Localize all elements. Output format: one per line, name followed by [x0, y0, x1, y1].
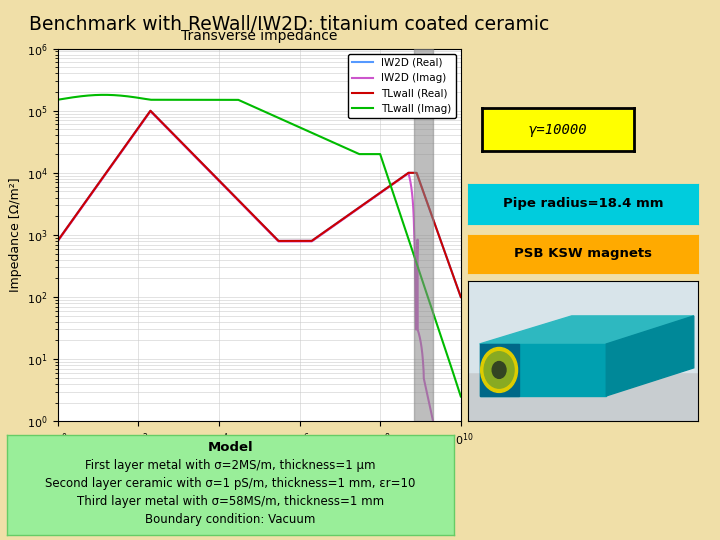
Legend: IW2D (Real), IW2D (Imag), TLwall (Real), TLwall (Imag): IW2D (Real), IW2D (Imag), TLwall (Real),… [348, 54, 456, 118]
Ellipse shape [492, 362, 506, 379]
IW2D (Imag) [354, 205, 363, 212]
TLwall (Imag) [127, 93, 135, 100]
IW2D (Imag) [207, 171, 216, 177]
IW2D (Imag) [295, 238, 304, 245]
Line: IW2D (Real): IW2D (Real) [58, 111, 461, 297]
Ellipse shape [484, 352, 514, 388]
IW2D (Real) [354, 205, 363, 211]
TLwall (Imag) [354, 151, 363, 157]
IW2D (Imag) [385, 184, 394, 190]
TLwall (Real) [146, 107, 155, 114]
Line: TLwall (Imag): TLwall (Imag) [58, 95, 461, 396]
Ellipse shape [481, 348, 518, 393]
TLwall (Imag) [53, 97, 62, 103]
Y-axis label: Impedance [Ω/m²]: Impedance [Ω/m²] [9, 178, 22, 292]
Text: Pipe radius=18.4 mm: Pipe radius=18.4 mm [503, 197, 663, 211]
TLwall (Real) [456, 294, 465, 300]
Text: PSB KSW magnets: PSB KSW magnets [514, 247, 652, 260]
Line: TLwall (Real): TLwall (Real) [58, 111, 461, 297]
Polygon shape [480, 344, 518, 396]
Title: Transverse impedance: Transverse impedance [181, 29, 338, 43]
IW2D (Real) [146, 107, 155, 114]
Bar [414, 49, 433, 421]
Polygon shape [480, 316, 694, 344]
TLwall (Real) [354, 205, 363, 211]
TLwall (Real) [207, 170, 216, 177]
TLwall (Real) [295, 238, 304, 244]
Polygon shape [468, 281, 698, 372]
TLwall (Real) [127, 135, 135, 141]
Text: First layer metal with σ=2MS/m, thickness=1 μm
Second layer ceramic with σ=1 pS/: First layer metal with σ=2MS/m, thicknes… [45, 459, 415, 526]
IW2D (Real) [456, 294, 465, 300]
IW2D (Real) [207, 170, 216, 177]
Polygon shape [480, 344, 606, 396]
TLwall (Imag) [456, 393, 465, 400]
IW2D (Real) [53, 238, 62, 244]
Polygon shape [606, 316, 694, 396]
TLwall (Imag) [207, 97, 216, 103]
IW2D (Imag) [315, 232, 324, 239]
Text: Benchmark with ReWall/IW2D: titanium coated ceramic: Benchmark with ReWall/IW2D: titanium coa… [29, 15, 549, 34]
Text: Model: Model [207, 441, 253, 454]
TLwall (Imag) [295, 124, 304, 131]
Text: γ=10000: γ=10000 [528, 123, 588, 137]
X-axis label: Frequency [Hz]: Frequency [Hz] [206, 453, 312, 466]
Line: IW2D (Imag): IW2D (Imag) [58, 111, 461, 540]
TLwall (Imag) [315, 133, 324, 140]
TLwall (Imag) [385, 178, 394, 184]
IW2D (Real) [315, 232, 324, 238]
IW2D (Imag) [53, 238, 62, 245]
TLwall (Real) [53, 238, 62, 244]
TLwall (Real) [315, 232, 324, 238]
TLwall (Imag) [99, 92, 108, 98]
IW2D (Real) [385, 183, 394, 190]
IW2D (Real) [295, 238, 304, 244]
IW2D (Imag) [146, 108, 155, 114]
IW2D (Imag) [127, 136, 135, 142]
IW2D (Real) [127, 135, 135, 141]
Polygon shape [468, 372, 698, 421]
TLwall (Real) [385, 183, 394, 190]
